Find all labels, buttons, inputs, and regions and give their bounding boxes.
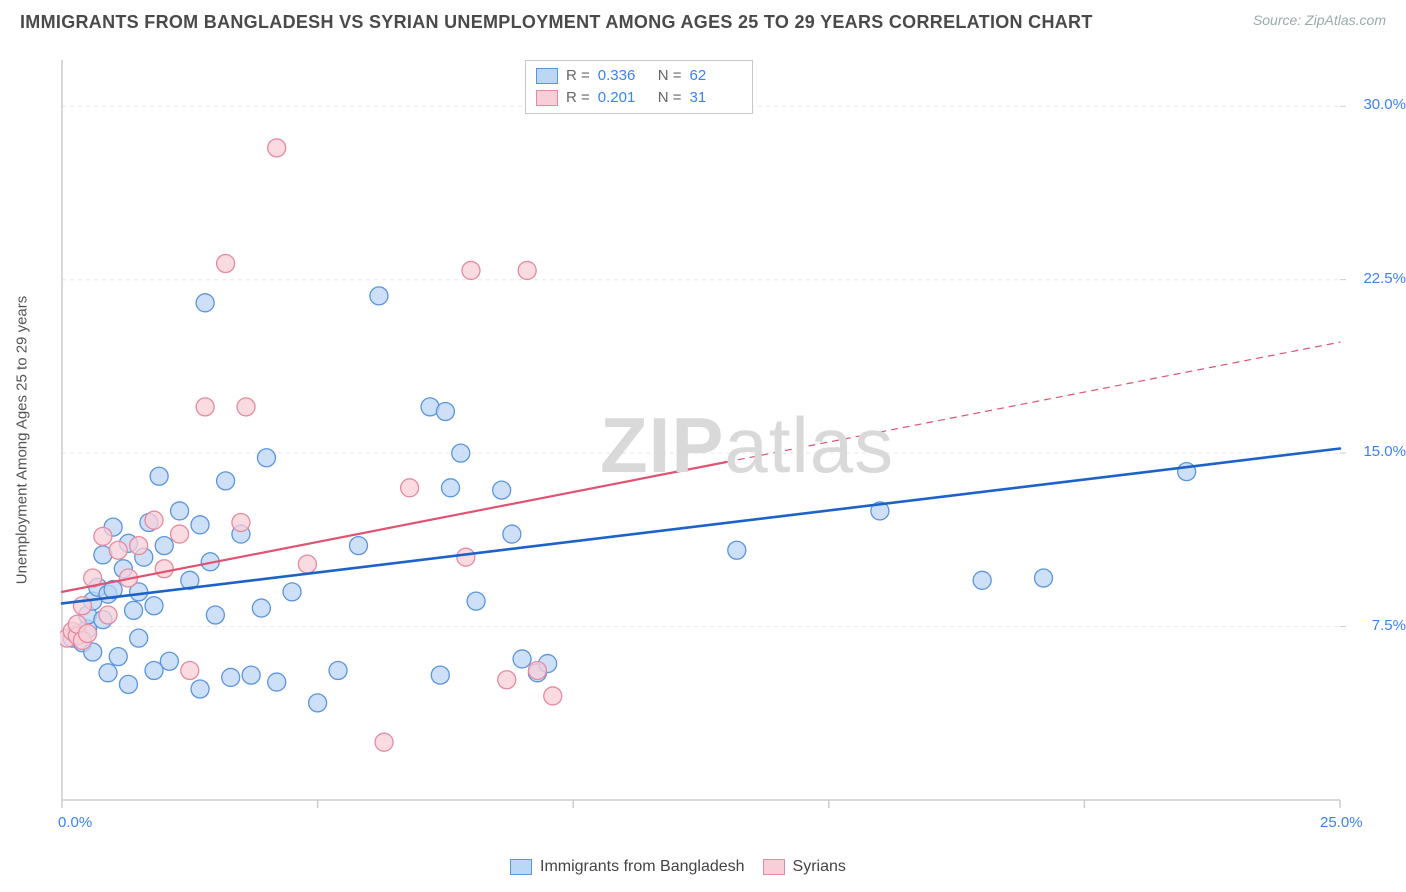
legend-row: R = 0.201 N = 31 (536, 87, 742, 109)
y-tick-label: 15.0% (1346, 443, 1406, 460)
y-tick-label: 30.0% (1346, 96, 1406, 113)
y-axis-label: Unemployment Among Ages 25 to 29 years (14, 151, 31, 440)
y-tick-label: 22.5% (1346, 270, 1406, 287)
legend-n-value: 62 (690, 65, 742, 87)
series-legend-item: Syrians (763, 858, 846, 876)
legend-swatch (763, 859, 785, 875)
source-label: Source: ZipAtlas.com (1253, 12, 1386, 28)
series-legend-item: Immigrants from Bangladesh (510, 858, 745, 876)
x-origin-label: 0.0% (58, 814, 92, 831)
chart-title: IMMIGRANTS FROM BANGLADESH VS SYRIAN UNE… (20, 12, 1093, 33)
legend-swatch (536, 90, 558, 106)
chart-container: IMMIGRANTS FROM BANGLADESH VS SYRIAN UNE… (0, 0, 1406, 892)
plot-area (60, 50, 1380, 830)
legend-swatch (510, 859, 532, 875)
legend-n-label: N = (658, 65, 682, 87)
legend-r-value: 0.336 (598, 65, 650, 87)
x-max-label: 25.0% (1320, 814, 1363, 831)
legend-row: R = 0.336 N = 62 (536, 65, 742, 87)
legend-r-label: R = (566, 87, 590, 109)
series-legend: Immigrants from Bangladesh Syrians (510, 858, 846, 876)
series-name: Immigrants from Bangladesh (540, 858, 745, 876)
correlation-legend: R = 0.336 N = 62 R = 0.201 N = 31 (525, 60, 753, 114)
legend-swatch (536, 68, 558, 84)
legend-r-value: 0.201 (598, 87, 650, 109)
legend-r-label: R = (566, 65, 590, 87)
series-name: Syrians (793, 858, 846, 876)
legend-n-label: N = (658, 87, 682, 109)
legend-n-value: 31 (690, 87, 742, 109)
y-tick-label: 7.5% (1346, 617, 1406, 634)
title-bar: IMMIGRANTS FROM BANGLADESH VS SYRIAN UNE… (0, 0, 1406, 33)
scatter-plot-svg (60, 50, 1380, 830)
